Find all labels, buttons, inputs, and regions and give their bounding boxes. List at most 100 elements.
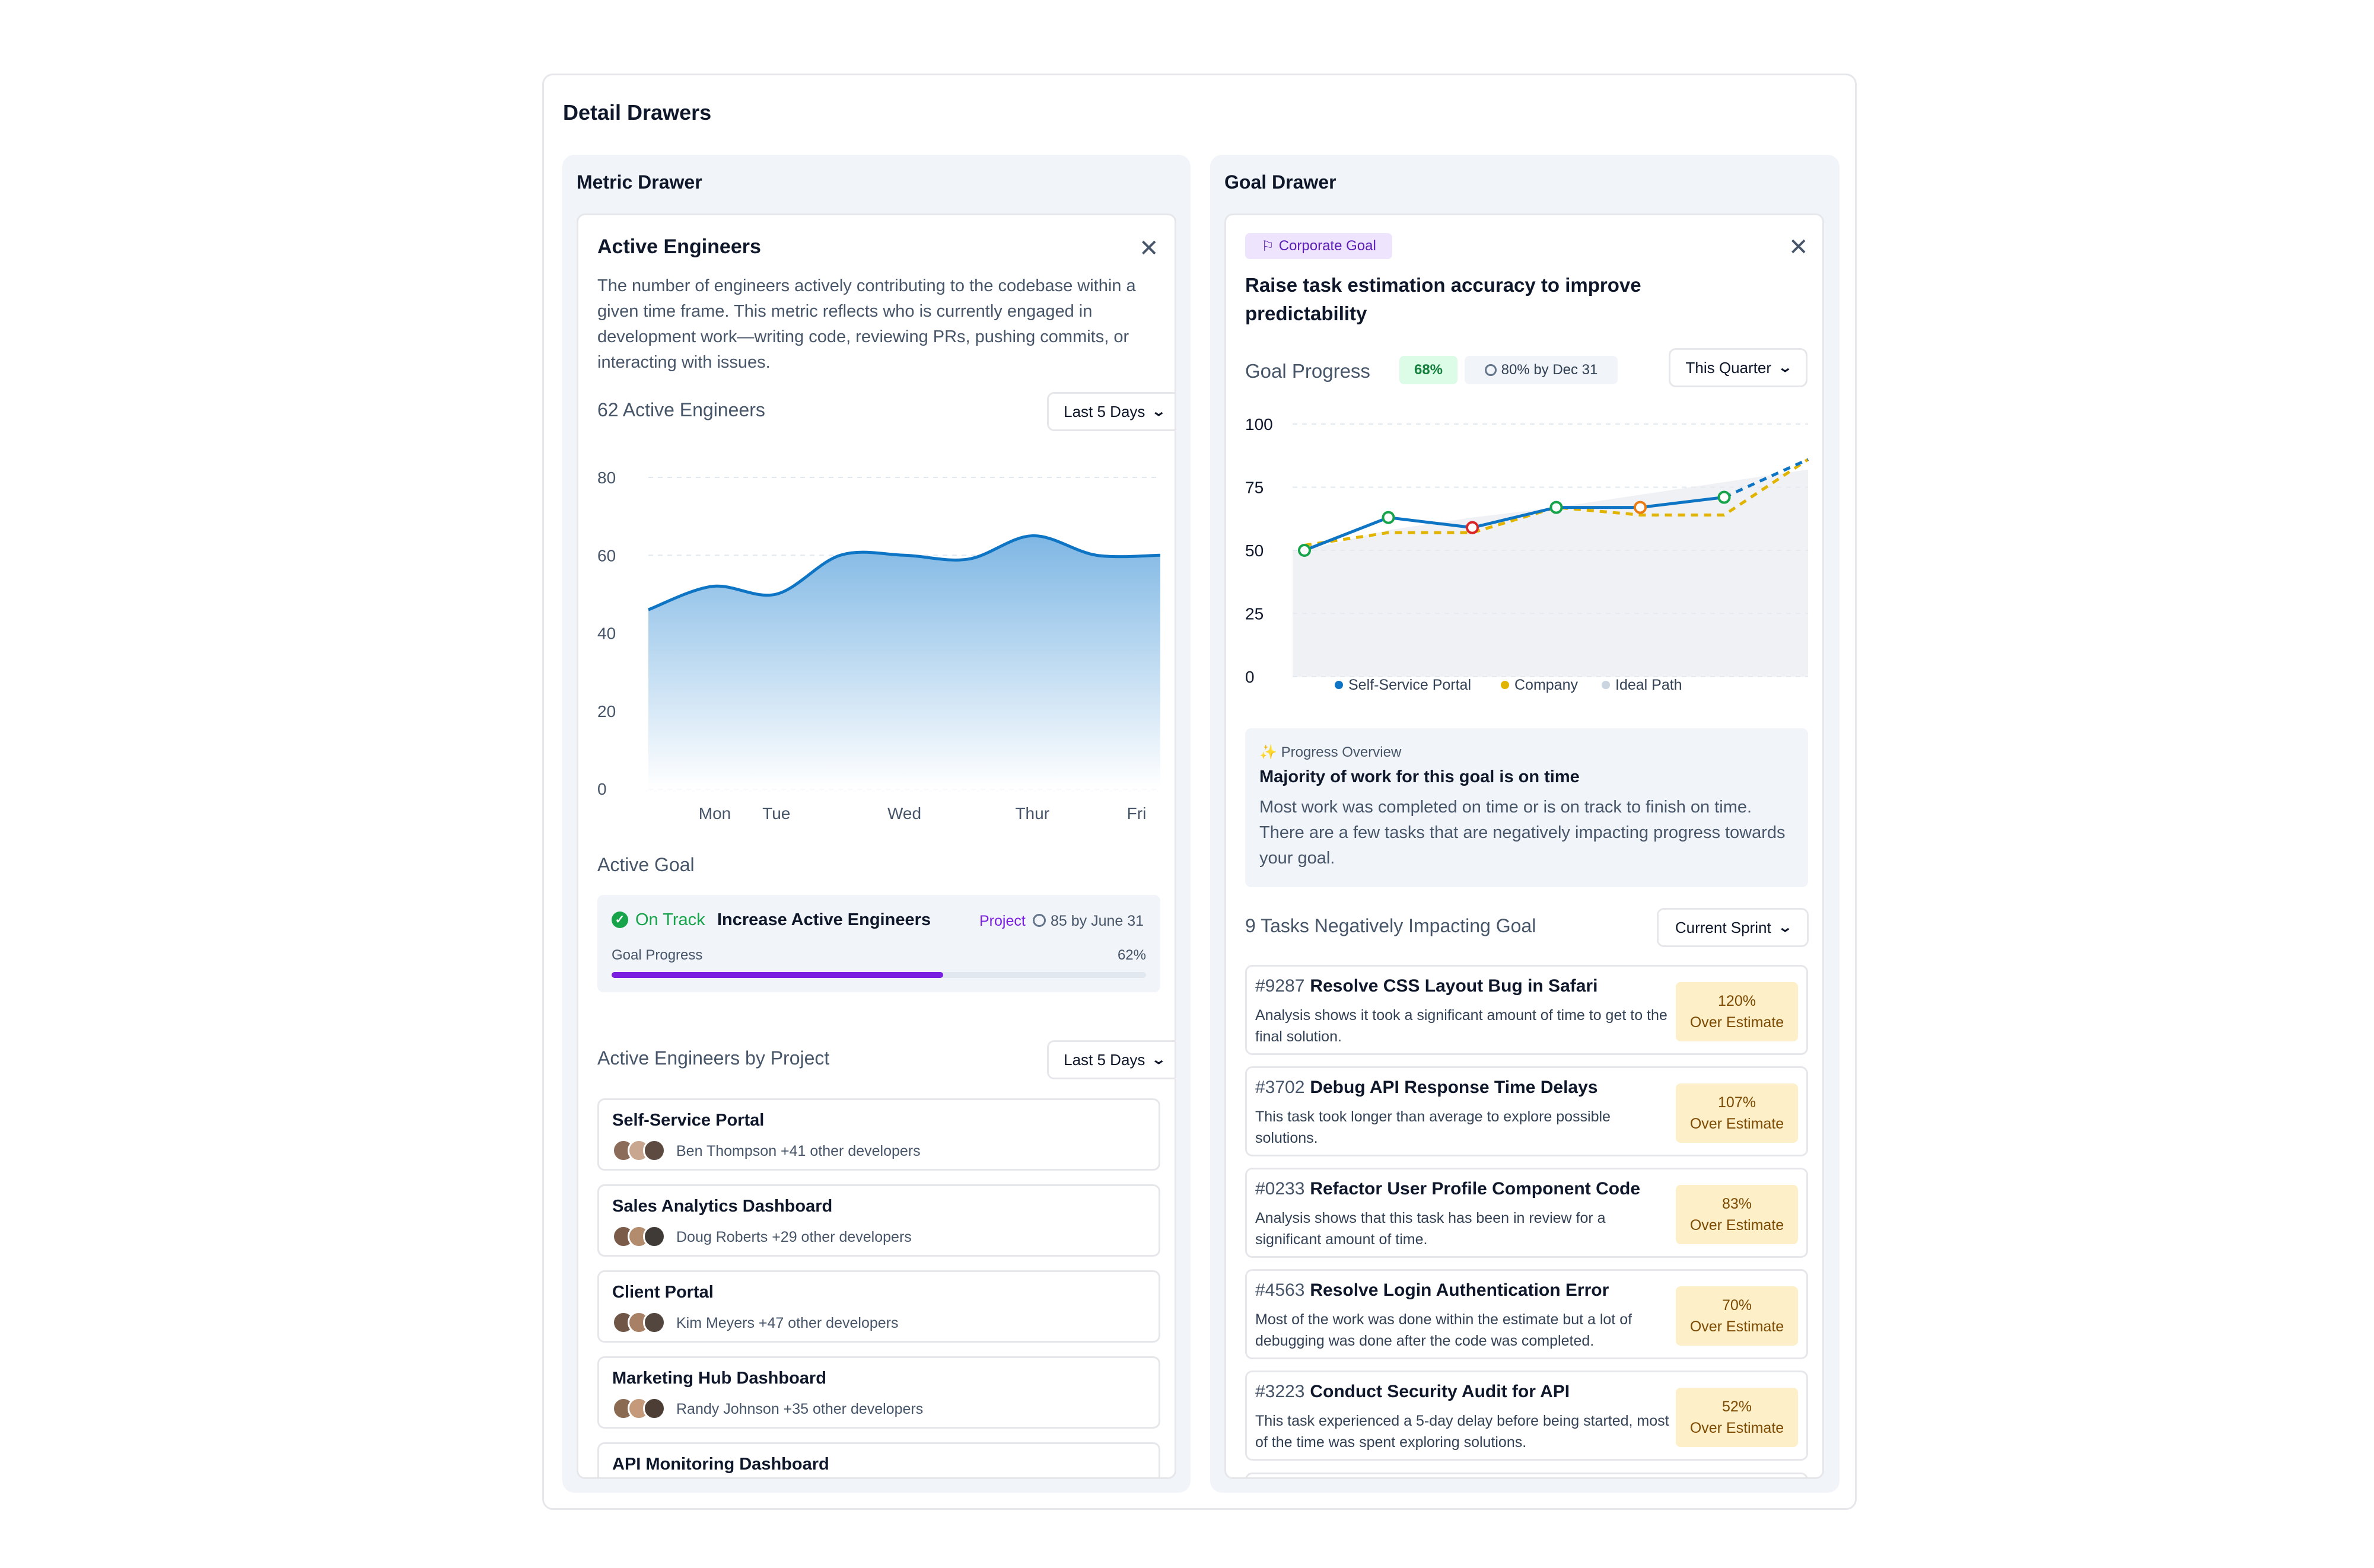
task-card-partial[interactable] xyxy=(1245,1473,1808,1477)
task-card[interactable]: #0233 Refactor User Profile Component Co… xyxy=(1245,1168,1808,1258)
metric-drawer: Active Engineers ✕ The number of enginee… xyxy=(577,213,1176,1479)
legend-swatch xyxy=(1335,681,1343,689)
y-tick-label: 50 xyxy=(1245,541,1264,560)
legend-swatch xyxy=(1501,681,1509,689)
quarter-select[interactable]: This Quarter ⌄ xyxy=(1669,348,1807,387)
goal-target: 85 by June 31 xyxy=(1051,913,1144,929)
legend-label: Ideal Path xyxy=(1615,677,1682,693)
sparkle-icon: ✨ xyxy=(1259,744,1277,760)
over-estimate-label: Over Estimate xyxy=(1689,1217,1784,1234)
project-card[interactable]: Client Portal Kim Meyers +47 other develo… xyxy=(597,1270,1160,1343)
goal-progress-value: 62% xyxy=(1117,947,1146,963)
progress-overview-headline: Majority of work for this goal is on tim… xyxy=(1259,767,1580,786)
project-developers: Doug Roberts +29 other developers xyxy=(676,1229,912,1245)
active-goal-card[interactable]: ✓ On Track Increase Active Engineers Pro… xyxy=(597,895,1160,992)
progress-overview-card: ✨ Progress Overview Majority of work for… xyxy=(1245,728,1808,887)
y-tick-label: 80 xyxy=(597,469,616,487)
task-title: Resolve Login Authentication Error xyxy=(1310,1280,1609,1300)
data-point xyxy=(1466,521,1479,534)
y-tick-label: 60 xyxy=(597,546,616,565)
over-estimate-label: Over Estimate xyxy=(1689,1420,1784,1436)
legend-label: Company xyxy=(1514,677,1578,693)
goal-progress-fill xyxy=(612,972,943,978)
goal-progress-label: Goal Progress xyxy=(612,947,703,963)
task-header: #4563 Resolve Login Authentication Error xyxy=(1255,1280,1609,1301)
sprint-select[interactable]: Current Sprint ⌄ xyxy=(1657,908,1809,947)
y-tick-label: 100 xyxy=(1245,415,1273,434)
target-icon xyxy=(1484,364,1497,376)
goal-progress-chart: 0 25 50 75 100 Self-Service Portal Company Idea… xyxy=(1245,415,1809,693)
close-icon[interactable]: ✕ xyxy=(1789,234,1809,260)
project-card[interactable]: Sales Analytics Dashboard Doug Roberts +2… xyxy=(597,1184,1160,1257)
flag-icon: ⚐ xyxy=(1261,238,1274,254)
project-range-select[interactable]: Last 5 Days ⌄ xyxy=(1047,1040,1175,1079)
ideal-path-area xyxy=(1293,460,1808,677)
data-point xyxy=(1634,501,1647,514)
project-card[interactable]: Marketing Hub Dashboard Randy Johnson +35… xyxy=(597,1356,1160,1429)
task-card[interactable]: #9287 Resolve CSS Layout Bug in Safari An… xyxy=(1245,965,1808,1055)
metric-drawer-section: Metric Drawer Active Engineers ✕ The num… xyxy=(562,155,1191,1493)
task-title: Resolve CSS Layout Bug in Safari xyxy=(1310,976,1598,996)
goal-progress-label: Goal Progress xyxy=(1245,360,1370,382)
goal-progress-badge: 68% xyxy=(1399,356,1458,384)
project-developers: Randy Johnson +35 other developers xyxy=(676,1401,924,1417)
over-estimate-pct: 107% xyxy=(1718,1094,1756,1111)
check-circle-icon: ✓ xyxy=(612,912,628,928)
over-estimate-label: Over Estimate xyxy=(1689,1116,1784,1132)
data-point xyxy=(1298,544,1311,557)
self-service-line xyxy=(1304,496,1724,552)
goal-status: On Track xyxy=(635,910,705,929)
goal-drawer-section: Goal Drawer ⚐ Corporate Goal ✕ Raise tas… xyxy=(1210,155,1840,1493)
range-select[interactable]: Last 5 Days ⌄ xyxy=(1047,392,1175,431)
task-header: #3223 Conduct Security Audit for API xyxy=(1255,1382,1570,1402)
task-id: #9287 xyxy=(1255,976,1305,996)
y-tick-label: 0 xyxy=(1245,668,1255,686)
chevron-down-icon: ⌄ xyxy=(1777,920,1793,935)
active-goal-heading: Active Goal xyxy=(597,854,695,875)
goal-drawer-label: Goal Drawer xyxy=(1224,171,1336,193)
task-description: This task took longer than average to ex… xyxy=(1255,1108,1611,1146)
project-developers: Ben Thompson +41 other developers xyxy=(676,1143,921,1159)
project-card[interactable]: Self-Service Portal Ben Thompson +41 othe… xyxy=(597,1098,1160,1171)
task-description: Analysis shows it took a significant amo… xyxy=(1255,1007,1667,1045)
data-point xyxy=(1549,501,1563,514)
task-description: Most of the work was done within the est… xyxy=(1255,1311,1632,1349)
project-name: Marketing Hub Dashboard xyxy=(612,1369,826,1388)
goal-scope: Project xyxy=(979,913,1026,929)
x-tick-label: Mon xyxy=(699,804,731,823)
project-developers: Kim Meyers +47 other developers xyxy=(676,1315,899,1331)
task-header: #3702 Debug API Response Time Delays xyxy=(1255,1078,1597,1098)
task-id: #4563 xyxy=(1255,1280,1305,1300)
area-line xyxy=(648,534,1161,611)
progress-overview-kicker: ✨ Progress Overview xyxy=(1259,744,1401,761)
task-id: #0233 xyxy=(1255,1179,1305,1199)
active-engineers-chart: 0 20 40 60 80 Mon Tue Wed Thur Fri xyxy=(597,469,1161,823)
chevron-down-icon: ⌄ xyxy=(1777,360,1793,375)
range-select-value: Last 5 Days xyxy=(1064,402,1145,420)
quarter-select-value: This Quarter xyxy=(1685,358,1772,377)
x-tick-label: Wed xyxy=(887,804,921,823)
task-card[interactable]: #3223 Conduct Security Audit for API This… xyxy=(1245,1371,1808,1461)
over-estimate-pct: 52% xyxy=(1721,1398,1752,1415)
project-card[interactable]: API Monitoring DashboardLinda Thomas +25… xyxy=(597,1442,1160,1477)
project-name: Client Portal xyxy=(612,1283,714,1302)
project-name: Sales Analytics Dashboard xyxy=(612,1197,833,1216)
close-icon[interactable]: ✕ xyxy=(1139,235,1159,262)
over-estimate-badge: 70% Over Estimate xyxy=(1676,1286,1798,1346)
over-estimate-pct: 83% xyxy=(1721,1196,1752,1212)
over-estimate-badge: 52% Over Estimate xyxy=(1676,1388,1798,1447)
avatar xyxy=(643,1397,666,1420)
task-title: Conduct Security Audit for API xyxy=(1310,1382,1570,1401)
task-title: Debug API Response Time Delays xyxy=(1310,1078,1598,1097)
avatar-stack xyxy=(612,1225,672,1249)
task-id: #3223 xyxy=(1255,1382,1305,1401)
metric-drawer-label: Metric Drawer xyxy=(577,171,702,193)
progress-overview-body: Most work was completed on time or is on… xyxy=(1259,798,1786,868)
detail-drawers-panel: Detail Drawers Metric Drawer Active Engi… xyxy=(542,74,1857,1510)
task-card[interactable]: #4563 Resolve Login Authentication Error… xyxy=(1245,1269,1808,1359)
tag-label: Corporate Goal xyxy=(1278,238,1376,254)
project-range-select-value: Last 5 Days xyxy=(1064,1050,1145,1069)
task-card[interactable]: #3702 Debug API Response Time Delays This… xyxy=(1245,1066,1808,1156)
over-estimate-pct: 70% xyxy=(1721,1297,1752,1314)
y-tick-label: 40 xyxy=(597,624,616,643)
